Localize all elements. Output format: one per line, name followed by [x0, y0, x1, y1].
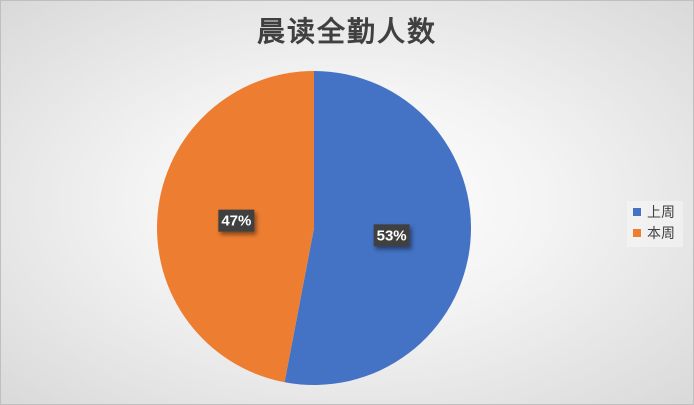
chart-title: 晨读全勤人数 [256, 15, 437, 48]
legend-label: 上周 [647, 204, 675, 221]
data-label-text: 47% [221, 213, 251, 230]
legend-label: 本周 [647, 225, 675, 242]
legend-item-1: 本周 [627, 222, 683, 243]
data-label-text: 53% [377, 227, 407, 244]
legend: 上周 本周 [627, 201, 683, 247]
legend-item-0: 上周 [627, 201, 683, 222]
data-label-0: 53% [373, 224, 410, 247]
data-label-box [373, 224, 410, 247]
legend-swatch [633, 228, 641, 237]
data-label-1: 47% [218, 209, 255, 232]
data-label-box [218, 209, 255, 232]
legend-swatch [633, 207, 641, 216]
